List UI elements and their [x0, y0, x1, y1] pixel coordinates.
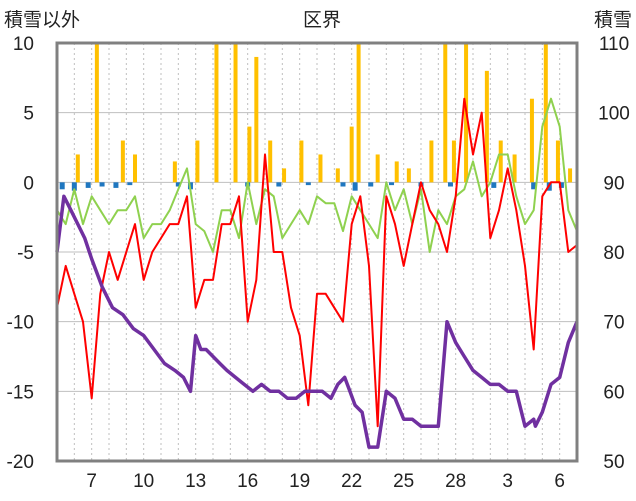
- blue-bars-bar-10: [305, 182, 311, 186]
- left-tick-label-1: 5: [23, 104, 34, 125]
- orange-bars-bar-16: [356, 43, 361, 183]
- blue-bars-bar-12: [352, 182, 358, 191]
- x-tick-label-0: 7: [86, 471, 97, 492]
- orange-bars-bar-14: [335, 168, 340, 183]
- blue-bars-bar-14: [389, 182, 395, 186]
- orange-bars-bar-21: [443, 43, 448, 183]
- orange-bars-bar-19: [406, 168, 411, 183]
- blue-bars-bar-0: [59, 182, 65, 190]
- x-tick-label-6: 25: [393, 471, 414, 492]
- x-axis-ticks: 7 10 13 16 19 22 25 28 3 6: [86, 471, 565, 492]
- orange-bars-bar-1: [94, 43, 99, 183]
- orange-bars-bar-18: [394, 161, 399, 183]
- red-line: [56, 97, 578, 428]
- right-tick-label-3: 80: [603, 243, 624, 264]
- blue-bars-bar-9: [276, 182, 282, 187]
- green-line: [56, 97, 578, 253]
- left-tick-label-2: 0: [23, 173, 34, 194]
- x-tick-label-3: 16: [237, 471, 258, 492]
- orange-bars-bar-0: [75, 154, 80, 183]
- orange-bars-bar-10: [268, 140, 273, 183]
- blue-bars-bar-13: [368, 182, 374, 187]
- orange-bars-bar-2: [120, 140, 125, 183]
- x-tick-label-5: 22: [341, 471, 362, 492]
- right-tick-label-1: 100: [598, 104, 630, 125]
- orange-bars-bar-9: [254, 56, 259, 183]
- orange-bars-bar-30: [568, 168, 573, 183]
- orange-bars-bar-22: [451, 140, 456, 183]
- orange-bars-bar-12: [299, 140, 304, 183]
- right-axis-ticks: 110 100 90 80 70 60 50: [598, 34, 630, 473]
- left-tick-label-0: 10: [13, 34, 34, 55]
- orange-bars-bar-4: [172, 161, 177, 183]
- orange-bars-bar-29: [555, 140, 560, 183]
- blue-bars-bar-5: [127, 182, 133, 186]
- orange-bars-bar-3: [133, 154, 137, 183]
- orange-bars-bar-25: [498, 140, 503, 183]
- right-tick-label-5: 60: [603, 382, 624, 403]
- right-tick-label-0: 110: [599, 34, 629, 55]
- right-tick-label-6: 50: [603, 452, 624, 473]
- blue-bars-bar-16: [447, 182, 453, 187]
- orange-bars-bar-15: [349, 126, 354, 183]
- series-lines: [55, 97, 579, 449]
- orange-bars-bar-7: [233, 43, 238, 183]
- orange-bars-bar-17: [375, 154, 380, 183]
- x-tick-label-1: 10: [133, 471, 154, 492]
- blue-bars-bar-17: [491, 182, 497, 188]
- blue-bars-bar-11: [340, 182, 346, 187]
- left-tick-label-5: -15: [7, 382, 34, 403]
- blue-bars-bar-6: [175, 182, 181, 187]
- orange-bars-bar-11: [282, 168, 287, 183]
- blue-bars-bar-4: [113, 182, 119, 188]
- orange-bars-bar-27: [529, 98, 534, 183]
- left-axis-ticks: 10 5 0 -5 -10 -15 -20: [7, 34, 34, 473]
- left-tick-label-3: -5: [17, 243, 34, 264]
- right-tick-label-4: 70: [603, 313, 624, 334]
- purple-line: [55, 194, 579, 449]
- right-tick-label-2: 90: [603, 173, 624, 194]
- x-tick-label-8: 3: [502, 471, 513, 492]
- orange-bars-bar-8: [247, 126, 252, 183]
- x-tick-label-9: 6: [554, 471, 565, 492]
- right-axis-label: 積雪: [594, 9, 632, 31]
- blue-bars-bar-3: [99, 182, 105, 187]
- blue-bars-bar-1: [71, 182, 77, 191]
- x-tick-label-2: 13: [185, 471, 206, 492]
- left-tick-label-4: -10: [7, 313, 34, 334]
- orange-bars-bar-5: [195, 140, 200, 183]
- blue-bars-bar-18: [531, 182, 537, 190]
- orange-bars-bar-26: [512, 154, 517, 183]
- chart-title: 区界: [303, 9, 341, 31]
- x-tick-label-4: 19: [289, 471, 310, 492]
- left-axis-label: 積雪以外: [4, 9, 80, 31]
- blue-bars-bar-20: [558, 182, 564, 188]
- grid-lines: [57, 42, 577, 462]
- orange-bars-bar-13: [318, 154, 323, 183]
- blue-bars-bar-2: [85, 182, 91, 188]
- orange-bars-bar-20: [429, 140, 434, 183]
- x-tick-label-7: 28: [445, 471, 466, 492]
- orange-bars-bar-6: [214, 43, 219, 183]
- plot-frame: [55, 41, 579, 463]
- left-tick-label-6: -20: [7, 452, 34, 473]
- orange-bars-bar-24: [484, 70, 489, 183]
